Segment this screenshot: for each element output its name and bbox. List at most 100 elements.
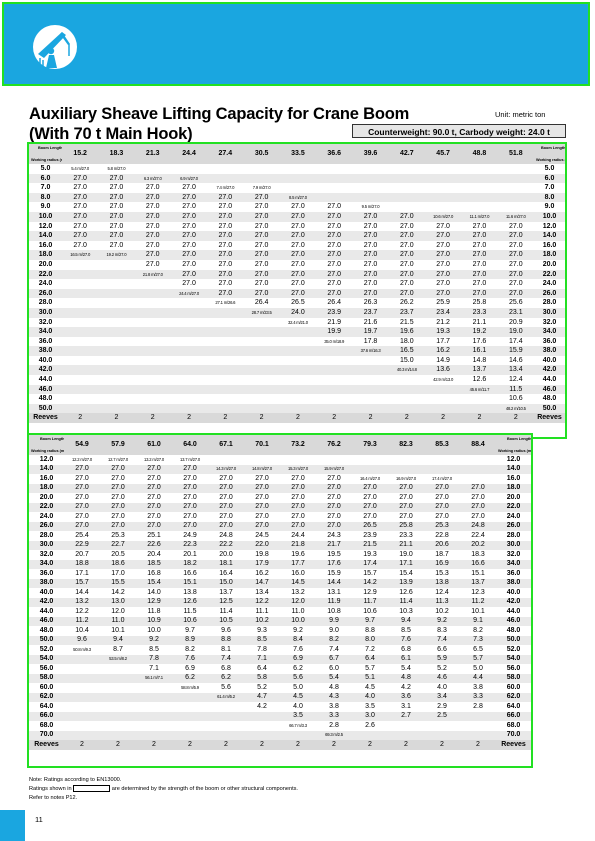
capacity-cell: 32.4 m/21.0 bbox=[279, 317, 317, 328]
capacity-cell: 27.0 bbox=[352, 483, 388, 493]
capacity-cell: 9.6 bbox=[208, 626, 244, 636]
capacity-cell bbox=[352, 464, 388, 474]
capacity-cell: 27.0 bbox=[461, 279, 498, 289]
reeves-cell: 2 bbox=[497, 413, 534, 424]
capacity-cell: 27.0 bbox=[98, 183, 135, 193]
capacity-cell bbox=[352, 192, 389, 203]
radius-cell: 46.0 bbox=[534, 384, 565, 395]
capacity-cell: 27.0 bbox=[388, 211, 425, 222]
capacity-cell bbox=[207, 317, 244, 328]
radius-cell: 50.0 bbox=[534, 403, 565, 414]
capacity-cell: 27.0 bbox=[316, 259, 353, 270]
capacity-cell: 23.7 bbox=[352, 307, 389, 318]
capacity-cell: 14.6 bbox=[497, 355, 534, 366]
radius-cell: 18.0 bbox=[534, 250, 565, 260]
radius-cell: 40.0 bbox=[496, 588, 531, 598]
capacity-cell: 6.9 bbox=[280, 654, 316, 664]
capacity-cell: 20.4 bbox=[136, 550, 172, 560]
capacity-cell: 14.5 bbox=[280, 578, 316, 588]
reeves-cell: 2 bbox=[64, 740, 100, 750]
table-row: 34.0 18.8 18.6 18.5 18.2 18.1 17.9 17.7 17.6 17.4… bbox=[29, 559, 531, 569]
boom-length-label: Boom Length (m) bbox=[38, 146, 62, 150]
boom-length-header: 67.1 bbox=[208, 435, 244, 455]
radius-cell: 50.0 bbox=[29, 403, 62, 414]
capacity-cell: 11.5 bbox=[172, 607, 208, 617]
capacity-cell: 6.8 bbox=[388, 645, 424, 655]
radius-cell: 36.0 bbox=[29, 569, 64, 579]
table-row: 50.0 48.2 m/10.5 50.0 bbox=[29, 403, 565, 414]
capacity-cell bbox=[279, 336, 317, 347]
table-row: 44.0 42.9 m/13.0 12.6 12.4 44.0 bbox=[29, 375, 565, 385]
capacity-cell: 15.9 m/27.0 bbox=[316, 464, 352, 474]
table-row: 46.0 45.6 m/11.7 11.5 46.0 bbox=[29, 384, 565, 395]
capacity-cell: 23.7 bbox=[388, 307, 425, 318]
capacity-cell: 27.0 bbox=[98, 221, 135, 232]
capacity-cell: 6.9 bbox=[172, 664, 208, 674]
capacity-cell: 2.7 bbox=[388, 711, 424, 721]
reeves-cell: 2 bbox=[424, 740, 460, 750]
capacity-cell bbox=[98, 298, 135, 308]
radius-cell: 12.0 bbox=[534, 221, 565, 232]
capacity-cell bbox=[64, 673, 100, 683]
radius-cell: 50.0 bbox=[496, 635, 531, 645]
table-row: 60.0 58.8 m/5.9 5.6 5.2 5.0 4.8 4.5 4.2 4.0 3.8 60… bbox=[29, 683, 531, 693]
reeves-cell: 2 bbox=[208, 740, 244, 750]
capacity-cell: 27.0 bbox=[207, 288, 244, 299]
capacity-cell: 27.0 bbox=[243, 279, 280, 289]
capacity-cell: 4.8 bbox=[316, 683, 352, 693]
capacity-cell: 27.0 bbox=[207, 240, 244, 251]
reeves-cell: 2 bbox=[207, 413, 244, 424]
capacity-cell: 12.2 bbox=[244, 597, 280, 607]
radius-cell: 18.0 bbox=[29, 483, 64, 493]
radius-cell: 20.0 bbox=[534, 259, 565, 270]
reeves-cell: 2 bbox=[388, 740, 424, 750]
table-row: 30.0 22.9 22.7 22.6 22.3 22.2 22.0 21.8 21.7 21.5… bbox=[29, 540, 531, 550]
capacity-cell bbox=[388, 164, 425, 174]
capacity-cell: 12.0 bbox=[280, 597, 316, 607]
capacity-cell bbox=[316, 183, 353, 193]
capacity-cell: 27.0 bbox=[208, 512, 244, 522]
capacity-cell bbox=[316, 384, 353, 395]
table-row: 12.0 12.2 m/27.0 12.7 m/27.0 13.2 m/27.0 13.… bbox=[29, 455, 531, 465]
capacity-cell: 27.0 bbox=[352, 288, 389, 299]
capacity-cell: 27.0 bbox=[170, 211, 208, 222]
capacity-cell: 24.8 bbox=[208, 531, 244, 541]
capacity-cell: 14.0 bbox=[136, 588, 172, 598]
capacity-cell: 25.8 bbox=[388, 521, 424, 531]
capacity-cell: 9.7 bbox=[352, 616, 388, 626]
capacity-cell: 27.0 bbox=[243, 269, 280, 280]
capacity-cell bbox=[208, 730, 244, 740]
capacity-cell bbox=[243, 403, 280, 414]
capacity-cell: 7.3 bbox=[460, 635, 496, 645]
radius-cell: 9.0 bbox=[29, 202, 62, 212]
capacity-cell: 19.3 bbox=[424, 327, 462, 337]
capacity-cell bbox=[100, 692, 136, 702]
capacity-cell: 12.9 bbox=[352, 588, 388, 598]
capacity-cell: 24.9 bbox=[172, 531, 208, 541]
capacity-cell: 17.7 bbox=[280, 559, 316, 569]
capacity-cell bbox=[352, 375, 389, 385]
reeves-label: Reeves bbox=[496, 740, 531, 750]
radius-cell: 7.0 bbox=[534, 183, 565, 193]
radius-cell: 44.0 bbox=[496, 607, 531, 617]
capacity-cell bbox=[98, 327, 135, 337]
radius-cell: 30.0 bbox=[534, 307, 565, 318]
capacity-cell bbox=[134, 384, 171, 395]
capacity-cell bbox=[134, 365, 171, 376]
capacity-cell bbox=[62, 384, 99, 395]
radius-cell: 14.0 bbox=[534, 231, 565, 241]
radius-cell: 10.0 bbox=[29, 211, 62, 222]
table-row: 28.0 25.4 25.3 25.1 24.9 24.8 24.5 24.4 24.3 23.9… bbox=[29, 531, 531, 541]
capacity-cell: 27.0 bbox=[424, 483, 460, 493]
capacity-cell: 27.0 bbox=[424, 288, 462, 299]
capacity-cell: 17.9 bbox=[244, 559, 280, 569]
capacity-cell bbox=[424, 183, 462, 193]
capacity-cell: 27.0 bbox=[497, 240, 534, 251]
capacity-cell: 4.4 bbox=[460, 673, 496, 683]
table-row: 48.0 10.6 48.0 bbox=[29, 394, 565, 404]
capacity-cell: 15.1 bbox=[172, 578, 208, 588]
capacity-cell: 11.3 bbox=[424, 597, 460, 607]
radius-cell: 28.0 bbox=[496, 531, 531, 541]
capacity-cell: 5.2 bbox=[244, 683, 280, 693]
capacity-cell: 27.0 bbox=[316, 474, 352, 484]
